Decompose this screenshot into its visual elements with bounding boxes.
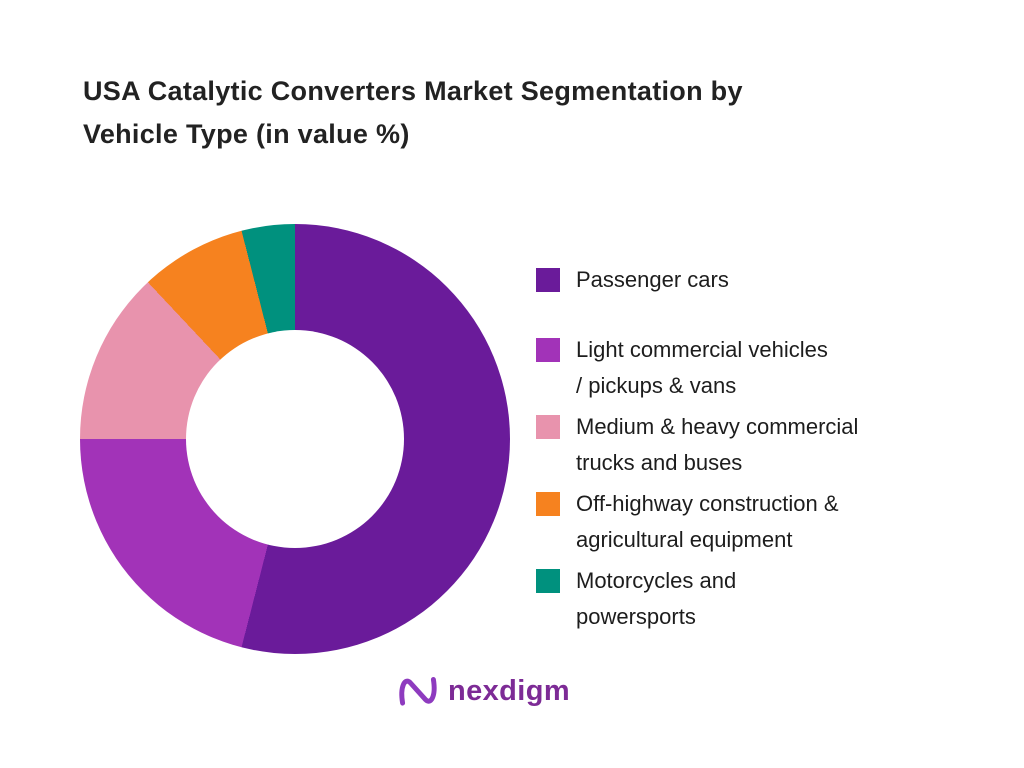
legend-item: Off-highway construction & agricultural …: [536, 486, 1006, 558]
legend-swatch: [536, 415, 560, 439]
legend-label-line: / pickups & vans: [576, 373, 737, 398]
brand-logo: nexdigm: [396, 672, 570, 710]
legend-swatch: [536, 492, 560, 516]
legend-swatch: [536, 338, 560, 362]
brand-name: nexdigm: [448, 674, 571, 707]
legend-label: Passenger cars: [576, 262, 729, 298]
legend-label-line: Passenger cars: [576, 267, 729, 292]
legend-swatch: [536, 569, 560, 593]
legend-label: Light commercial vehicles / pickups & va…: [576, 332, 828, 404]
legend-item: Light commercial vehicles / pickups & va…: [536, 332, 1006, 404]
donut-chart: [80, 224, 510, 654]
legend-label-line: powersports: [576, 604, 696, 629]
nexdigm-wave-path: [399, 676, 437, 706]
nexdigm-wave-icon: [399, 676, 437, 706]
legend-label-line: agricultural equipment: [576, 527, 793, 552]
chart-title-line: Vehicle Type (in value %): [83, 119, 410, 149]
legend-item: Motorcycles and powersports: [536, 563, 1006, 635]
legend-swatch: [536, 268, 560, 292]
legend-label: Medium & heavy commercial trucks and bus…: [576, 409, 858, 481]
chart-title-line: USA Catalytic Converters Market Segmenta…: [83, 76, 743, 106]
legend: Passenger cars Light commercial vehicles…: [536, 262, 1006, 640]
legend-label-line: trucks and buses: [576, 450, 743, 475]
legend-label-line: Light commercial vehicles: [576, 337, 828, 362]
legend-item: Passenger cars: [536, 262, 1006, 298]
legend-label: Motorcycles and powersports: [576, 563, 736, 635]
donut-hole: [186, 330, 404, 548]
legend-label-line: Motorcycles and: [576, 568, 737, 593]
legend-label-line: Off-highway construction &: [576, 491, 839, 516]
chart-title: USA Catalytic Converters Market Segmenta…: [83, 70, 743, 156]
legend-label: Off-highway construction & agricultural …: [576, 486, 839, 558]
legend-label-line: Medium & heavy commercial: [576, 414, 859, 439]
legend-item: Medium & heavy commercial trucks and bus…: [536, 409, 1006, 481]
